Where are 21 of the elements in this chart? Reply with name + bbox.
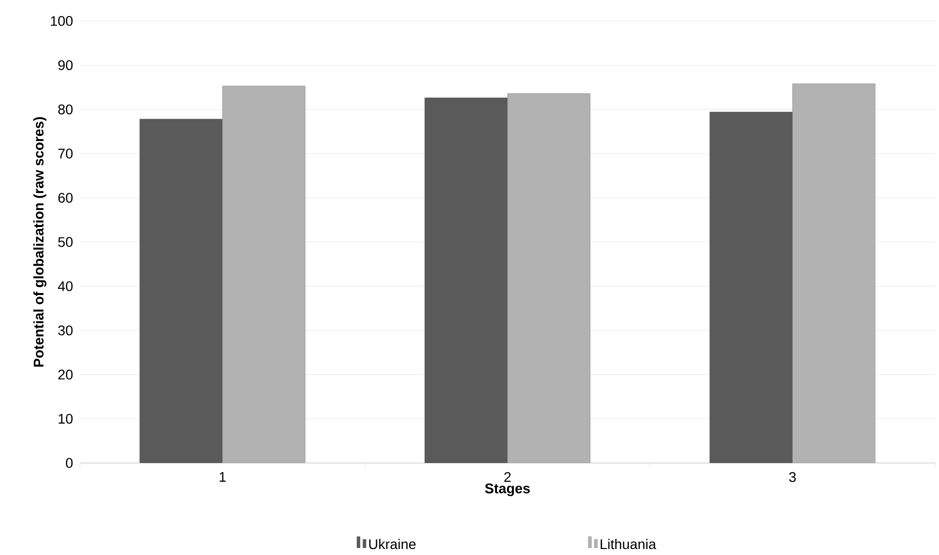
legend-label: Lithuania: [600, 538, 656, 550]
x-axis-title: Stages: [485, 483, 530, 496]
bar: [424, 98, 508, 463]
y-tick-label: 0: [66, 458, 73, 468]
y-tick-label: 90: [58, 60, 73, 70]
y-tick-label: 20: [58, 370, 73, 380]
bar: [710, 112, 793, 463]
x-tick-label: 2: [504, 472, 511, 482]
y-axis-title: Potential of globalization (raw scores): [33, 117, 46, 367]
bar: [140, 118, 223, 463]
legend-label: Ukraine: [369, 538, 416, 550]
y-tick-label: 40: [58, 281, 73, 292]
y-tick-label: 80: [58, 104, 73, 114]
x-tick-label: 3: [789, 472, 796, 482]
y-tick-label: 70: [58, 148, 73, 159]
y-tick-label: 60: [58, 192, 73, 203]
y-tick-label: 30: [58, 325, 73, 336]
y-tick-label: 10: [58, 414, 73, 424]
x-tick-label: 1: [220, 472, 226, 482]
y-tick-label: 50: [58, 237, 73, 247]
y-tick-label: 100: [50, 16, 73, 26]
